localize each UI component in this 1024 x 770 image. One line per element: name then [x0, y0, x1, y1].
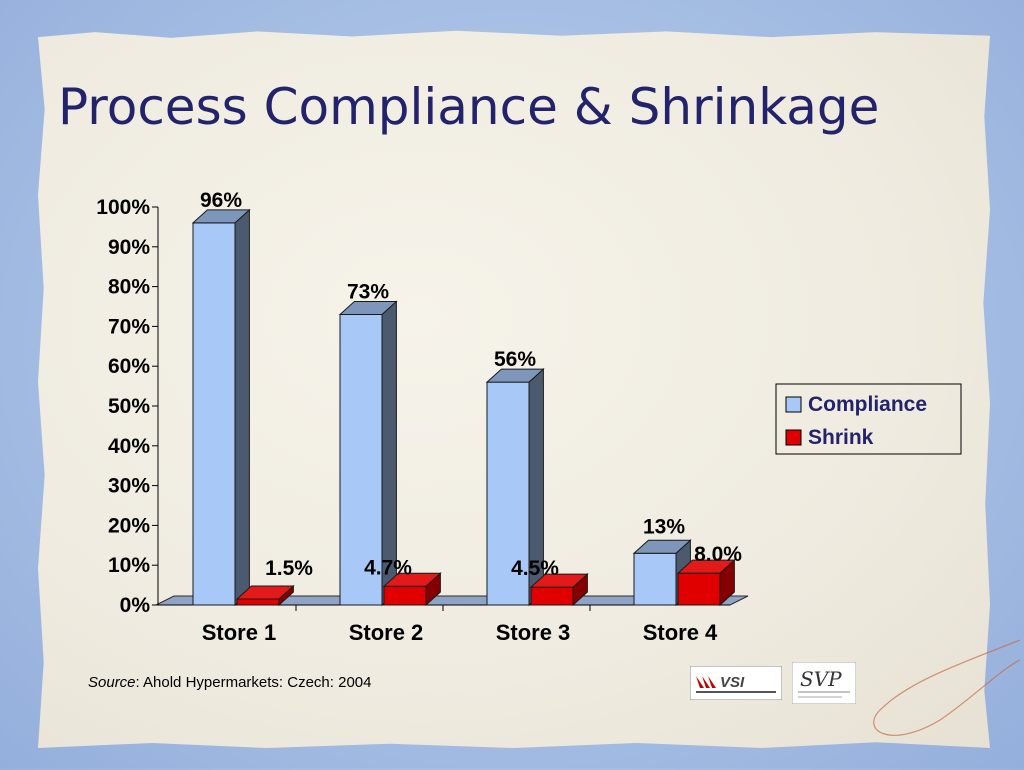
source-label: Source: [88, 674, 136, 691]
y-tick-label: 80%: [108, 276, 150, 299]
data-label-compliance: 73%: [347, 280, 389, 303]
y-tick-label: 0%: [120, 594, 151, 617]
bar-compliance-top: [485, 368, 545, 383]
bar-compliance: [633, 552, 677, 606]
bar-compliance: [339, 313, 383, 606]
data-label-shrink: 4.7%: [364, 556, 412, 579]
legend-box: [775, 383, 962, 455]
bar-compliance-top: [632, 539, 692, 554]
y-tick-label: 40%: [108, 435, 150, 458]
y-tick-label: 60%: [108, 355, 150, 378]
y-tick-label: 70%: [108, 315, 150, 338]
svg-text:VSI: VSI: [720, 674, 745, 691]
x-category-label: Store 1: [202, 620, 277, 645]
bar-shrink-top: [676, 559, 736, 574]
bar-shrink: [383, 585, 427, 606]
y-tick-label: 100%: [96, 196, 150, 219]
source-text: : Ahold Hypermarkets: Czech: 2004: [135, 674, 372, 691]
bar-shrink: [530, 586, 574, 606]
data-label-shrink: 8.0%: [694, 543, 742, 566]
x-category-label: Store 4: [643, 620, 718, 645]
bar-compliance-top: [338, 300, 398, 315]
bar-compliance: [192, 222, 236, 606]
y-tick-label: 90%: [108, 236, 150, 259]
x-category-label: Store 3: [496, 620, 571, 645]
y-tick-label: 10%: [108, 554, 150, 577]
x-category-label: Store 2: [349, 620, 424, 645]
slide-title: Process Compliance & Shrinkage: [58, 78, 880, 136]
bar-shrink-top: [235, 585, 295, 600]
data-label-shrink: 1.5%: [265, 557, 313, 580]
bar-compliance-top: [191, 209, 251, 224]
data-label-compliance: 13%: [643, 515, 685, 538]
legend-swatch-compliance: [785, 396, 802, 413]
legend-swatch-shrink: [785, 429, 802, 446]
svp-logo: SVP: [792, 662, 856, 704]
data-label-shrink: 4.5%: [511, 557, 559, 580]
data-label-compliance: 56%: [494, 348, 536, 371]
bar-shrink-top: [529, 573, 589, 588]
bar-shrink: [236, 598, 280, 606]
legend-label-shrink: Shrink: [808, 426, 874, 449]
bar-shrink-top: [382, 572, 442, 587]
bar-compliance-side: [234, 208, 250, 607]
legend-label-compliance: Compliance: [808, 393, 927, 416]
y-tick-label: 20%: [108, 514, 150, 537]
vsi-logo: VSI: [690, 666, 782, 700]
y-tick-label: 30%: [108, 475, 150, 498]
bar-shrink: [677, 572, 721, 606]
data-label-compliance: 96%: [200, 189, 242, 212]
svg-text:SVP: SVP: [800, 667, 842, 691]
y-tick-label: 50%: [108, 395, 150, 418]
source-note: Source: Ahold Hypermarkets: Czech: 2004: [88, 674, 371, 691]
decorative-scribble: [873, 639, 1020, 736]
